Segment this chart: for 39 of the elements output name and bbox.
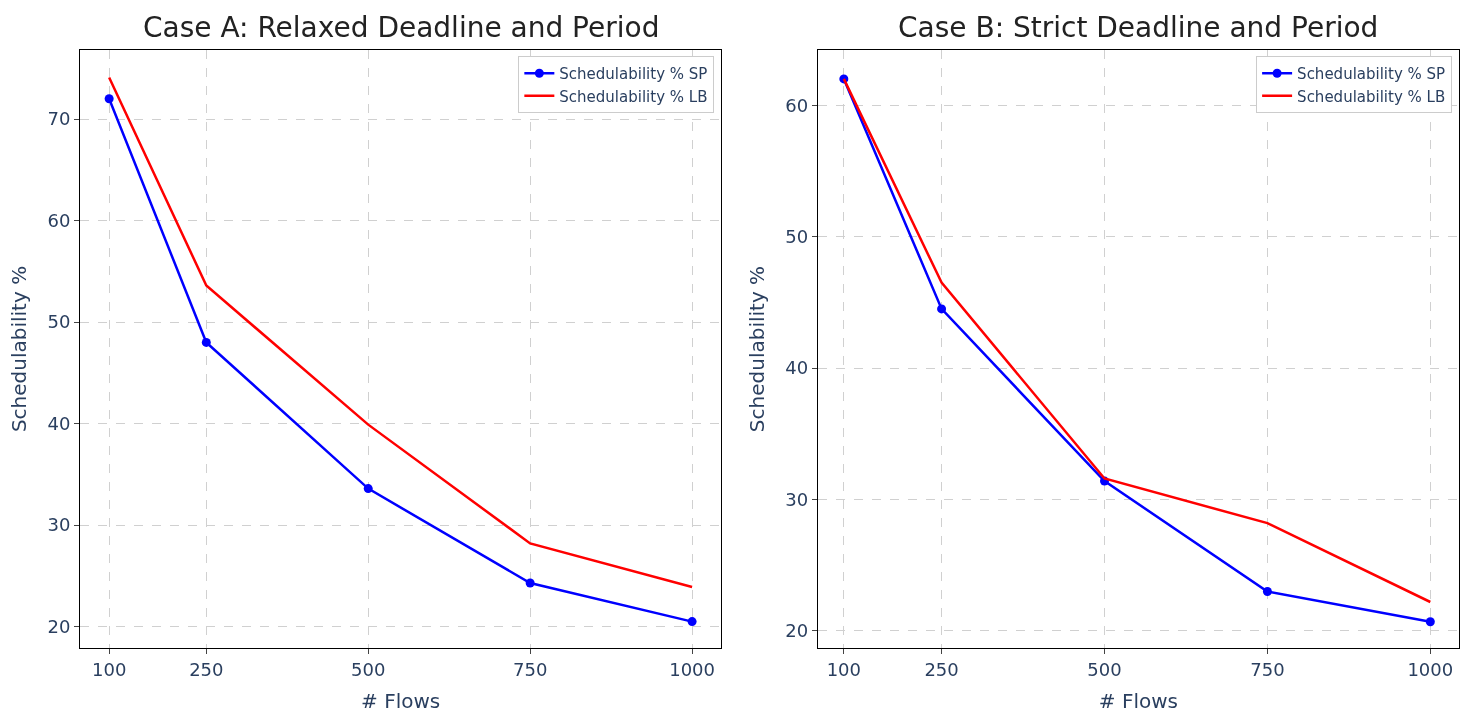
- point: [525, 578, 535, 588]
- y-tick-label: 50: [47, 311, 71, 333]
- x-axis-title: # Flows: [1098, 689, 1178, 714]
- legend-label: Schedulability % SP: [559, 65, 708, 84]
- point: [363, 484, 373, 494]
- legend-label: Schedulability % SP: [1297, 65, 1446, 84]
- x-tick-label: 100: [91, 658, 127, 680]
- x-tick-label: 1000: [1407, 658, 1454, 680]
- point: [104, 94, 114, 104]
- x-tick-label: 750: [512, 658, 548, 680]
- x-tick-label: 750: [1250, 658, 1285, 680]
- y-tick-label: 30: [785, 488, 809, 510]
- x-tick-label: 250: [189, 658, 224, 680]
- y-tick-label: 30: [47, 514, 71, 536]
- x-tick-label: 500: [351, 658, 386, 680]
- point: [687, 617, 697, 627]
- legend-label: Schedulability % LB: [559, 87, 708, 106]
- chart-title: Case B: Strict Deadline and Period: [898, 11, 1379, 44]
- x-tick-label: 250: [924, 658, 959, 680]
- chart-title: Case A: Relaxed Deadline and Period: [143, 11, 660, 44]
- y-tick-label: 40: [785, 357, 809, 379]
- y-tick-label: 60: [785, 94, 809, 116]
- x-tick-label: 100: [826, 658, 862, 680]
- y-axis-title: Schedulability %: [6, 265, 31, 433]
- point: [201, 337, 211, 347]
- point: [1262, 586, 1272, 596]
- y-tick-label: 50: [785, 225, 809, 247]
- y-axis-title: Schedulability %: [744, 265, 769, 433]
- point: [1425, 617, 1435, 627]
- point: [937, 304, 947, 314]
- legend-label: Schedulability % LB: [1297, 87, 1446, 106]
- y-tick-label: 40: [47, 412, 71, 434]
- x-axis-title: # Flows: [361, 689, 441, 714]
- y-tick-label: 60: [47, 209, 71, 231]
- x-tick-label: 1000: [669, 658, 715, 680]
- x-tick-label: 500: [1087, 658, 1122, 680]
- y-tick-label: 20: [785, 620, 809, 642]
- y-tick-label: 20: [47, 615, 71, 637]
- y-tick-label: 70: [47, 108, 71, 130]
